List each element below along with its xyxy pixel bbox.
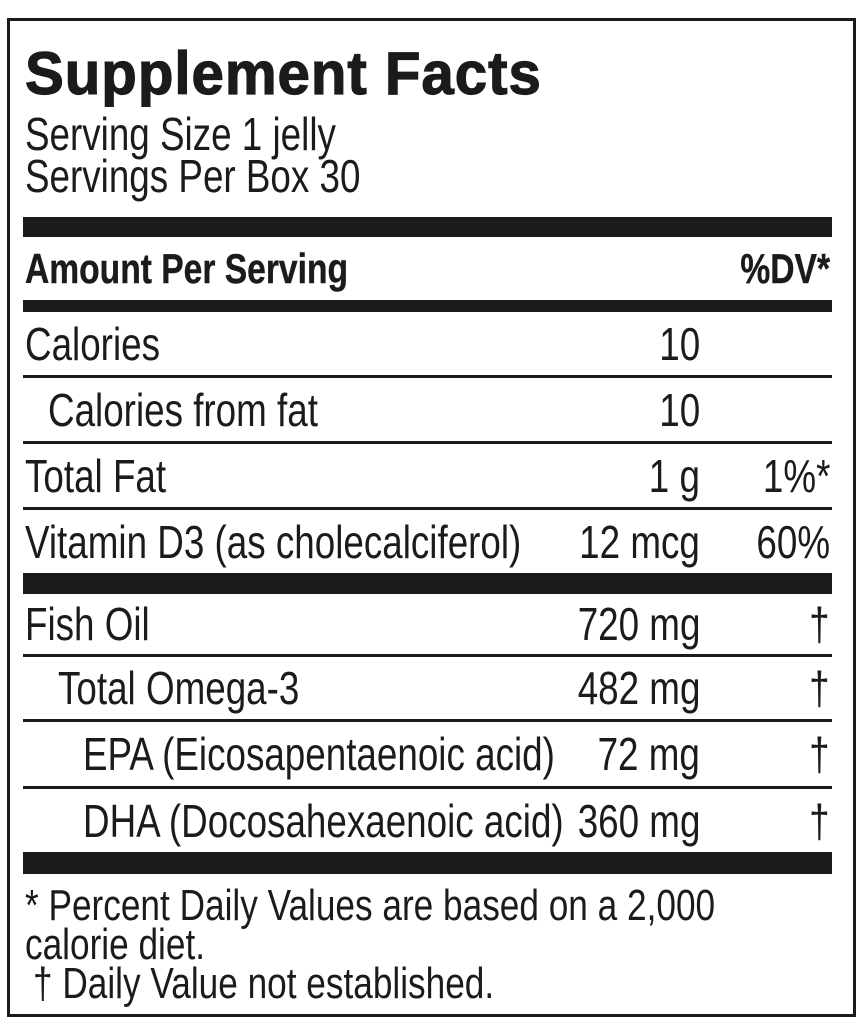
percent-dv-header: %DV* <box>740 244 830 292</box>
nutrient-amount: 12 mcg <box>579 515 700 568</box>
nutrient-row-total-fat: Total Fat 1 g 1%* <box>10 444 853 507</box>
nutrient-dv: † <box>809 728 830 780</box>
nutrient-amount: 10 <box>659 383 700 436</box>
nutrient-amount: 72 mg <box>597 728 700 780</box>
nutrient-row-calories-from-fat: Calories from fat 10 <box>10 378 853 441</box>
nutrient-name: Fish Oil <box>25 598 150 650</box>
footnote-line-3: † Daily Value not established. <box>33 959 495 1008</box>
nutrient-dv: 1%* <box>762 449 830 502</box>
row-divider <box>23 441 832 444</box>
serving-info: Serving Size 1 jelly Servings Per Box 30 <box>25 108 830 202</box>
nutrient-row-fish-oil: Fish Oil 720 mg † <box>10 594 853 654</box>
header-underline-bar <box>23 300 832 312</box>
serving-size-line: Serving Size 1 jelly <box>25 108 336 160</box>
nutrient-dv <box>700 317 830 371</box>
nutrient-name: Total Fat <box>25 449 167 502</box>
nutrient-row-vitamin-d3: Vitamin D3 (as cholecalciferol) 12 mcg 6… <box>10 510 853 573</box>
footnote: * Percent Daily Values are based on a 2,… <box>10 874 853 1014</box>
nutrient-name: EPA (Eicosapentaenoic acid) <box>83 728 555 780</box>
nutrient-amount: 482 mg <box>577 662 700 714</box>
row-divider <box>23 786 832 789</box>
footnote-line-1: * Percent Daily Values are based on a 2,… <box>25 881 716 930</box>
nutrient-dv: † <box>809 794 830 847</box>
nutrient-row-total-omega-3: Total Omega-3 482 mg † <box>10 657 853 719</box>
servings-per-box-line: Servings Per Box 30 <box>25 150 361 202</box>
nutrient-name: Total Omega-3 <box>58 662 300 714</box>
column-header-row: Amount Per Serving %DV* <box>10 237 853 300</box>
nutrient-dv: † <box>809 598 830 650</box>
nutrient-row-calories: Calories 10 <box>10 312 853 375</box>
section-divider-bar-middle <box>23 573 832 594</box>
nutrient-dv: † <box>809 662 830 714</box>
row-divider <box>23 375 832 378</box>
nutrient-row-epa: EPA (Eicosapentaenoic acid) 72 mg † <box>10 722 853 786</box>
section-divider-bar-bottom <box>23 852 832 874</box>
amount-per-serving-header: Amount Per Serving <box>25 244 348 292</box>
nutrient-dv <box>700 383 830 437</box>
nutrient-amount: 1 g <box>648 449 700 502</box>
footnote-line-2: calorie diet. <box>25 920 206 969</box>
section-divider-bar-top <box>23 217 832 237</box>
nutrient-name: Vitamin D3 (as cholecalciferol) <box>25 515 522 568</box>
nutrient-row-dha: DHA (Docosahexaenoic acid) 360 mg † <box>10 789 853 852</box>
panel-title: Supplement Facts <box>24 40 830 107</box>
nutrient-name: Calories from fat <box>48 383 318 436</box>
row-divider <box>23 719 832 722</box>
nutrient-name: Calories <box>25 317 160 370</box>
nutrient-amount: 360 mg <box>577 794 700 847</box>
row-divider <box>23 507 832 510</box>
supplement-facts-panel: Supplement Facts Serving Size 1 jelly Se… <box>7 18 856 1017</box>
nutrient-dv: 60% <box>756 515 830 568</box>
nutrient-amount: 10 <box>659 317 700 370</box>
nutrient-name: DHA (Docosahexaenoic acid) <box>83 794 564 847</box>
row-divider <box>23 654 832 657</box>
panel-header: Supplement Facts Serving Size 1 jelly Se… <box>10 21 853 217</box>
panel-title-text: Supplement Facts <box>24 40 542 107</box>
nutrient-amount: 720 mg <box>577 598 700 650</box>
